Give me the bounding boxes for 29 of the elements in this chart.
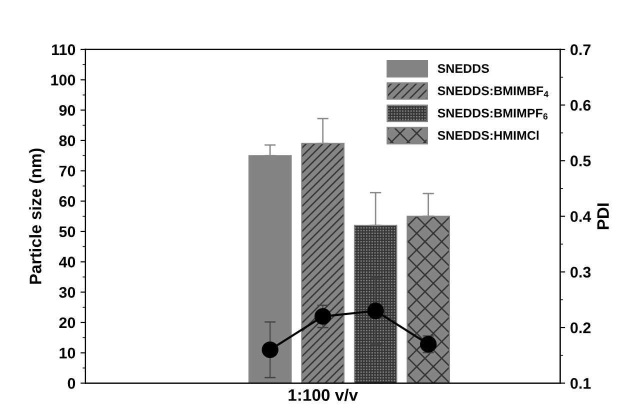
y2-axis-title: PDI <box>597 204 609 230</box>
y2-tick-label: 0.7 <box>570 44 590 56</box>
y-tick-label: 0 <box>68 378 76 389</box>
point <box>367 302 384 320</box>
y-tick-label: 50 <box>59 226 76 238</box>
y-tick-label: 80 <box>59 135 76 146</box>
legend-label: SNEDDS:HMIMCl <box>438 130 539 140</box>
y-tick-label: 40 <box>58 256 76 268</box>
y-tick-label: 110 <box>52 44 76 56</box>
y2-tick-label: 0.3 <box>570 266 591 278</box>
y-tick-label: 60 <box>59 196 76 207</box>
y2-tick-label: 0.5 <box>570 156 591 166</box>
y2-tick-label: 0.1 <box>570 378 591 389</box>
y-tick-label: 70 <box>59 166 76 176</box>
y-tick-label: 10 <box>60 348 76 359</box>
legend-label: SNEDDS <box>438 64 489 73</box>
y-tick-label: 20 <box>59 317 76 328</box>
point <box>262 341 278 358</box>
point <box>314 308 332 325</box>
y2-tick-label: 0.2 <box>570 322 591 334</box>
y-axis-title: Particle size (nm) <box>29 148 45 284</box>
y-tick-label: 100 <box>51 74 76 86</box>
legend-label: SNEDDS:BMIMPF$_{6}$ <box>438 108 548 120</box>
x-axis-title: 1:100 v/v <box>288 388 358 402</box>
y2-tick-label: 0.6 <box>570 100 591 111</box>
y2-tick-label: 0.4 <box>570 211 592 222</box>
y-tick-label: 90 <box>59 104 76 116</box>
legend-label: SNEDDS:BMIMBF$_{4}$ <box>438 86 549 98</box>
y-tick-label: 30 <box>59 287 76 298</box>
